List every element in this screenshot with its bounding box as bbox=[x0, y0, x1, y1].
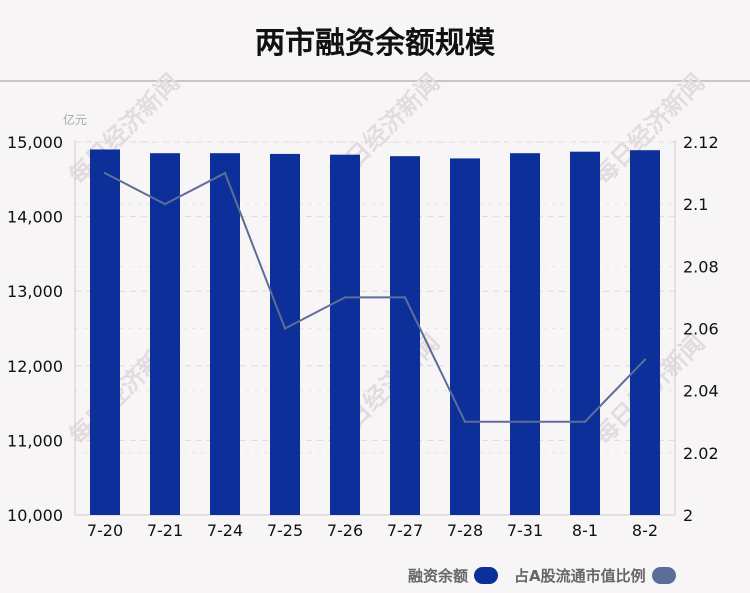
x-tick-7-28: 7-28 bbox=[447, 521, 483, 540]
ratio-point-8-2 bbox=[643, 358, 647, 361]
ratio-line bbox=[104, 171, 646, 423]
title-divider bbox=[0, 80, 750, 82]
legend: 融资余额 占A股流通市值比例 bbox=[408, 563, 692, 587]
bar-7-28 bbox=[450, 158, 480, 516]
y-tick-left-3: 13,000 bbox=[7, 282, 63, 301]
x-tick-7-31: 7-31 bbox=[507, 521, 543, 540]
x-tick-8-2: 8-2 bbox=[632, 521, 658, 540]
y-tick-right-2: 2.04 bbox=[683, 382, 719, 401]
x-tick-7-27: 7-27 bbox=[387, 521, 423, 540]
ratio-point-7-31 bbox=[523, 420, 527, 423]
y-tick-right-5: 2.1 bbox=[683, 195, 708, 214]
x-tick-7-20: 7-20 bbox=[87, 521, 123, 540]
legend-label-ratio: 占A股流通市值比例 bbox=[514, 566, 646, 585]
bar-7-25 bbox=[270, 153, 300, 515]
y-tick-right-0: 2 bbox=[683, 506, 693, 525]
bar-8-2 bbox=[630, 150, 660, 515]
y-tick-left-5: 15,000 bbox=[7, 133, 63, 152]
x-tick-7-25: 7-25 bbox=[267, 521, 303, 540]
y-tick-right-6: 2.12 bbox=[683, 133, 719, 152]
ratio-point-7-21 bbox=[163, 202, 167, 206]
bar-7-20 bbox=[90, 149, 120, 515]
y-tick-left-0: 10,000 bbox=[7, 506, 63, 525]
ratio-point-7-24 bbox=[223, 171, 227, 175]
ratio-point-7-27 bbox=[403, 296, 407, 299]
y-tick-left-2: 12,000 bbox=[7, 357, 63, 376]
bar-7-27 bbox=[390, 156, 420, 515]
y-tick-left-4: 14,000 bbox=[7, 208, 63, 227]
bar-7-31 bbox=[510, 153, 540, 515]
bar-7-21 bbox=[150, 153, 180, 515]
ratio-point-7-20 bbox=[103, 171, 107, 175]
y-tick-right-4: 2.08 bbox=[683, 257, 719, 276]
y-tick-right-1: 2.02 bbox=[683, 444, 719, 463]
legend-item-ratio[interactable]: 占A股流通市值比例 bbox=[514, 565, 676, 586]
x-tick-7-21: 7-21 bbox=[147, 521, 183, 540]
x-tick-8-1: 8-1 bbox=[572, 521, 598, 540]
bar-7-26 bbox=[330, 154, 360, 515]
y-tick-right-3: 2.06 bbox=[683, 320, 719, 339]
bar-7-24 bbox=[210, 153, 240, 515]
y-unit-label: 亿元 bbox=[63, 112, 87, 127]
chart-title: 两市融资余额规模 bbox=[255, 26, 495, 61]
x-tick-7-26: 7-26 bbox=[327, 521, 363, 540]
legend-item-financing-balance[interactable]: 融资余额 bbox=[408, 565, 499, 586]
y-tick-left-1: 11,000 bbox=[7, 431, 63, 450]
ratio-point-7-25 bbox=[283, 327, 287, 330]
ratio-point-7-26 bbox=[343, 296, 347, 299]
legend-swatch-financing-balance bbox=[474, 566, 499, 584]
legend-label-financing-balance: 融资余额 bbox=[408, 566, 469, 585]
ratio-point-8-1 bbox=[583, 420, 587, 423]
x-tick-7-24: 7-24 bbox=[207, 521, 243, 540]
bar-8-1 bbox=[570, 151, 600, 515]
legend-swatch-ratio bbox=[651, 566, 676, 584]
ratio-point-7-28 bbox=[463, 420, 467, 423]
